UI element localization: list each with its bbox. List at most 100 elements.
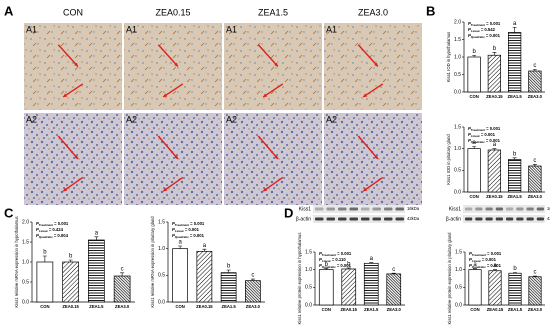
y-tick-label: 0.5 xyxy=(454,72,461,78)
blot-band xyxy=(361,217,370,221)
significance-letter: b xyxy=(513,266,517,272)
blot-band xyxy=(475,217,483,221)
p-value-text: = 0.001 xyxy=(486,33,501,38)
p-value-text: = 0.001 xyxy=(337,263,352,268)
p-value: PQuadratic= 0.001 xyxy=(469,263,502,269)
arrow-head xyxy=(263,187,268,192)
significance-letter: a xyxy=(472,140,476,146)
p-subscript: Treatment xyxy=(471,23,485,27)
blot-band xyxy=(338,217,347,221)
y-tick-label: 0.5 xyxy=(158,273,165,279)
micrograph xyxy=(124,113,222,205)
arrow-head xyxy=(74,62,78,67)
arrow-head xyxy=(63,187,68,192)
p-value-text: = 0.004 xyxy=(54,233,69,238)
significance-letter: a xyxy=(493,142,497,148)
bar xyxy=(318,269,334,306)
error-bar xyxy=(120,272,125,276)
error-bar xyxy=(42,255,47,262)
y-tick-label: 0.0 xyxy=(305,302,312,308)
p-symbol: P xyxy=(319,257,322,262)
arrow xyxy=(57,135,79,160)
arrow xyxy=(357,135,379,160)
blot-band xyxy=(384,207,393,211)
error-bar xyxy=(493,269,497,271)
error-bar xyxy=(94,236,99,240)
bar xyxy=(508,272,522,306)
error-bar xyxy=(512,157,517,160)
x-tick-label: ZEA3.0 xyxy=(387,307,402,312)
arrow-head xyxy=(174,155,178,159)
p-subscript: Quadratic xyxy=(471,35,485,39)
arrow-head xyxy=(263,93,268,97)
y-tick-label: 0.5 xyxy=(22,279,29,285)
significance-letter: a xyxy=(473,262,477,268)
p-subscript: Quadratic xyxy=(39,235,53,239)
significance-letter: b xyxy=(472,49,476,55)
arrow xyxy=(357,44,379,67)
significance-letter: c xyxy=(534,270,537,276)
arrow-head xyxy=(63,93,68,97)
x-tick-label: ZEA0.15 xyxy=(340,307,357,312)
p-value: PLinear= 0.001 xyxy=(468,132,496,138)
bar xyxy=(113,275,131,303)
y-tick-label: 1.0 xyxy=(305,267,312,273)
blot-label: β-actin xyxy=(296,216,311,222)
arrow-head xyxy=(274,62,278,67)
p-symbol: P xyxy=(36,227,39,232)
micrograph xyxy=(24,23,122,110)
blot-band xyxy=(506,217,514,221)
p-symbol: P xyxy=(468,21,471,26)
y-axis-label: Kiss1 relative mRNA expression in hypoth… xyxy=(14,216,19,307)
p-symbol: P xyxy=(469,263,472,268)
bar xyxy=(467,56,481,93)
column-header: CON xyxy=(63,7,83,17)
y-tick-label: 2.0 xyxy=(22,219,29,225)
p-value-text: = 0.001 xyxy=(185,227,200,232)
x-tick-label: ZEA1.5 xyxy=(89,304,104,309)
bar xyxy=(36,261,54,303)
bar xyxy=(507,32,522,93)
row-label: A2 xyxy=(26,114,37,124)
bar xyxy=(88,239,105,303)
y-tick-label: 0.5 xyxy=(455,285,462,291)
arrow xyxy=(162,83,184,98)
p-value: PQuadratic= 0.001 xyxy=(172,233,205,239)
p-subscript: Treatment xyxy=(322,253,336,257)
x-tick-label: ZEA1.5 xyxy=(364,307,379,312)
blot-label: Kiss1 xyxy=(449,206,461,212)
arrow xyxy=(257,44,279,67)
bar xyxy=(245,280,261,303)
significance-letter: b xyxy=(347,261,351,267)
blot-strip xyxy=(463,215,545,223)
significance-letter: c xyxy=(533,63,536,69)
error-bar xyxy=(533,275,537,277)
bar xyxy=(528,276,542,306)
significance-letter: c xyxy=(392,267,395,273)
bar xyxy=(487,54,502,93)
arrow xyxy=(157,135,179,160)
bar xyxy=(528,70,542,93)
blot-size: 42kDa xyxy=(407,216,420,221)
p-value-text: = 0.542 xyxy=(481,27,496,32)
x-tick-label: ZEA1.5 xyxy=(508,94,523,99)
blot-size: 16kDa xyxy=(547,206,550,211)
row-label: A1 xyxy=(226,24,237,34)
x-tick-label: ZEA3.0 xyxy=(528,94,543,99)
significance-letter: a xyxy=(493,263,497,269)
p-symbol: P xyxy=(469,257,472,262)
significance-letter: b xyxy=(493,46,497,52)
blot-label: β-actin xyxy=(446,216,461,222)
x-tick-label: ZEA3.0 xyxy=(246,304,261,309)
p-subscript: Treatment xyxy=(472,253,486,257)
x-tick-label: ZEA3.0 xyxy=(115,304,130,309)
column-header: ZEA3.0 xyxy=(358,7,388,17)
p-value-text: = 0.001 xyxy=(481,132,496,137)
blot-band xyxy=(395,207,404,211)
arrow-head xyxy=(174,62,178,67)
arrow xyxy=(257,135,279,160)
y-axis-label: Kiss1 relative protein expression in pit… xyxy=(447,232,452,325)
significance-letter: b xyxy=(69,254,73,260)
bar xyxy=(62,261,79,303)
